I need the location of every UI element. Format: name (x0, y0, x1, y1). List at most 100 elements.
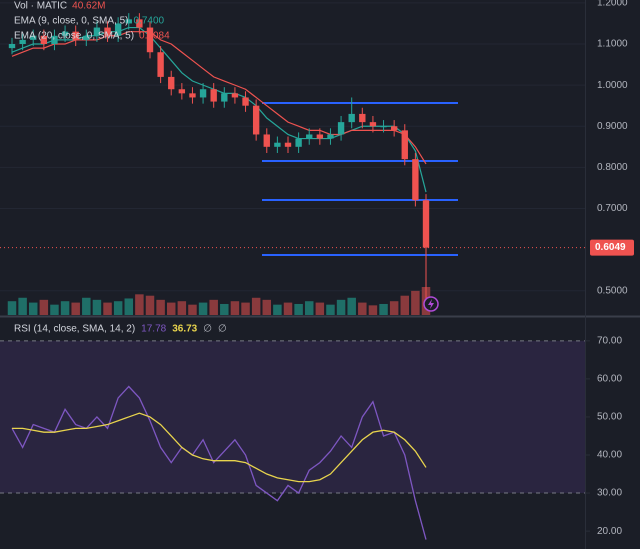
last-price-tag (590, 239, 634, 256)
volume-bar (347, 297, 356, 315)
candle-body (422, 200, 430, 248)
volume-bar (400, 295, 410, 315)
candle-body (83, 35, 90, 40)
ema-line (11, 26, 427, 193)
candle-body (412, 159, 419, 201)
candle-body (8, 44, 16, 49)
volume-bar (315, 302, 325, 315)
legend-value: 36.73 (172, 324, 197, 335)
y-tick-label: 0.7000 (597, 203, 628, 214)
candle-body (316, 134, 324, 139)
rsi-line (11, 385, 427, 540)
legend-value: 0.7400 (133, 16, 164, 27)
candle-body (125, 19, 132, 24)
candle-body (104, 27, 111, 36)
volume-bar (50, 304, 59, 315)
volume-bar (103, 302, 112, 315)
y-tick-label: 0.9000 (597, 121, 628, 132)
volume-bar (7, 301, 17, 315)
volume-bar (60, 301, 70, 315)
volume-bar (135, 294, 144, 315)
volume-bar (145, 295, 155, 315)
y-tick-label: 60.00 (597, 374, 622, 385)
y-tick-label: 70.00 (597, 335, 622, 346)
candle-body (242, 97, 249, 106)
volume-bar (209, 299, 218, 315)
candle-body (30, 35, 37, 40)
candle-body (168, 76, 175, 90)
legend-label: Vol · MATIC (14, 1, 67, 12)
candle-body (136, 19, 143, 28)
volume-bar (379, 303, 388, 315)
volume-bar (166, 302, 176, 315)
y-tick-label: 0.5000 (597, 285, 628, 296)
volume-bar (124, 298, 134, 315)
candle-body (369, 122, 377, 127)
volume-bar (156, 299, 165, 315)
candle-body (359, 113, 366, 123)
volume-bar (304, 301, 314, 315)
candle-body (146, 27, 154, 53)
candle-body (51, 35, 58, 45)
volume-bar (294, 303, 303, 315)
volume-bar (283, 302, 293, 315)
volume-bar (92, 299, 102, 315)
volume-bar (368, 305, 378, 315)
candle-body (306, 134, 313, 139)
candle-body (210, 89, 217, 102)
legend-label: EMA (20, close, 0, SMA, 5) (14, 31, 134, 42)
candle-body (231, 93, 239, 98)
legend-value: 40.62M (72, 1, 105, 12)
volume-bar (273, 304, 282, 315)
volume-bar (411, 290, 420, 315)
legend-value: 17.78 (141, 324, 166, 335)
volume-bar (82, 297, 91, 315)
candle-body (72, 31, 79, 40)
y-tick-label: 1.0000 (597, 80, 628, 91)
volume-bar (113, 301, 123, 315)
volume-bar (251, 297, 261, 315)
candle-body (327, 134, 334, 139)
volume-bar (230, 301, 240, 315)
volume-bar (262, 299, 272, 315)
volume-bar (188, 304, 197, 315)
volume-bar (220, 303, 229, 315)
lightning-icon (428, 299, 434, 309)
rsi-band (0, 340, 585, 494)
candle-body (199, 89, 207, 98)
y-tick-label: 20.00 (597, 526, 622, 537)
candle-body (295, 138, 302, 147)
rsi-line (12, 412, 427, 483)
y-tick-label: 40.00 (597, 450, 622, 461)
legend-value: 0.8084 (139, 31, 170, 42)
candle-body (274, 142, 281, 147)
candle-body (348, 113, 355, 123)
volume-bar (198, 302, 208, 315)
candle-body (263, 134, 270, 147)
volume-bar (39, 299, 49, 315)
volume-bar (28, 302, 38, 315)
y-tick-label: 50.00 (597, 412, 622, 423)
legend-label: RSI (14, close, SMA, 14, 2) (14, 324, 135, 335)
candle-body (380, 126, 387, 128)
candle-body (390, 126, 398, 131)
candle-body (252, 105, 260, 135)
legend-value: ∅ (203, 324, 212, 335)
candle-body (178, 89, 186, 94)
candle-body (337, 122, 345, 135)
volume-bar (389, 301, 399, 315)
candle-body (114, 23, 122, 36)
candle-body (93, 27, 101, 36)
ema-line (11, 31, 427, 165)
y-tick-label: 1.1000 (597, 39, 628, 50)
candle-body (401, 130, 408, 160)
volume-bar (71, 302, 80, 315)
candle-body (284, 142, 292, 147)
candle-body (40, 35, 48, 45)
volume-bar (177, 301, 187, 315)
y-tick-label: 30.00 (597, 488, 622, 499)
y-tick-label: 1.2000 (597, 0, 628, 9)
candle-body (19, 39, 26, 45)
